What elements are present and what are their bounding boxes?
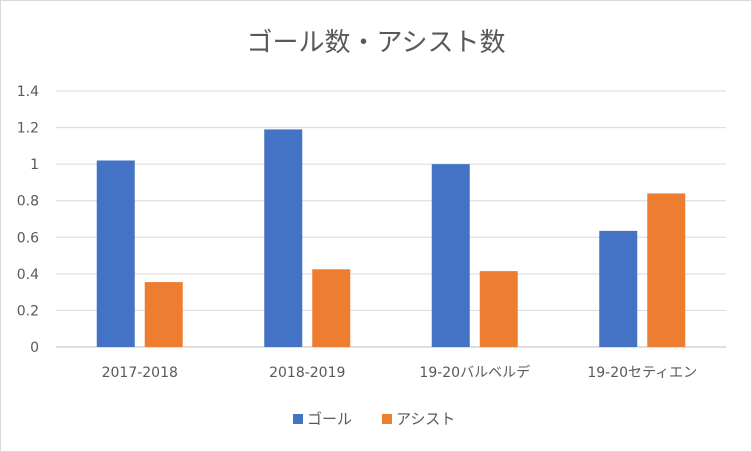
y-tick-label: 0 <box>30 340 39 356</box>
y-axis-ticks: 0 0.2 0.4 0.6 0.8 1 1.2 1.4 <box>17 84 39 356</box>
legend-swatch <box>382 414 392 424</box>
category-label: 2018-2019 <box>269 365 345 381</box>
bar-assist <box>647 193 686 347</box>
legend: ゴール アシスト <box>293 410 455 428</box>
bar-goal <box>599 230 638 347</box>
legend-label: アシスト <box>396 410 455 428</box>
legend-swatch <box>293 414 303 424</box>
category-label: 2017-2018 <box>102 365 178 381</box>
y-tick-label: 0.6 <box>17 230 39 246</box>
y-tick-label: 0.4 <box>17 267 39 283</box>
y-tick-label: 1 <box>30 157 39 173</box>
x-axis-categories: 2017-2018 2018-2019 19-20バルベルデ 19-20セティエン <box>102 364 698 381</box>
bar-assist <box>479 271 518 347</box>
y-tick-label: 1.2 <box>17 121 39 137</box>
y-tick-label: 0.8 <box>17 194 39 210</box>
category-label: 19-20セティエン <box>587 365 697 381</box>
bar-goal <box>96 160 135 347</box>
bar-assist <box>312 269 351 347</box>
category-label: 19-20バルベルデ <box>419 364 530 381</box>
bar-goal <box>431 164 470 347</box>
bar-goal <box>264 129 303 347</box>
bars <box>96 129 686 347</box>
chart-title: ゴール数・アシスト数 <box>247 28 506 58</box>
y-tick-label: 0.2 <box>17 303 39 319</box>
legend-label: ゴール <box>307 410 352 428</box>
bar-assist <box>144 282 183 347</box>
y-tick-label: 1.4 <box>17 84 39 100</box>
